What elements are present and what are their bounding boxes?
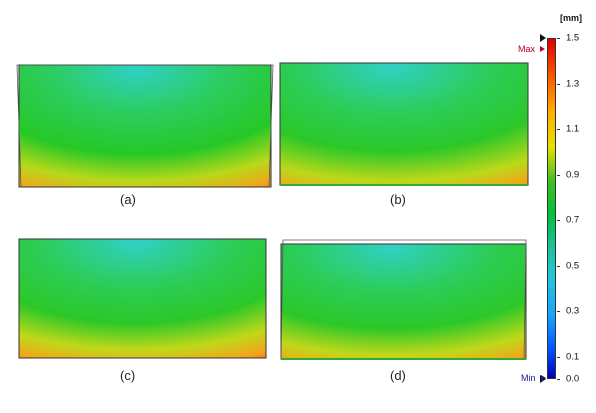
panel-a: [15, 60, 275, 190]
colorbar-tick-mark: [557, 357, 560, 358]
panel-b: [277, 60, 532, 190]
colorbar-tick-label: 1.5: [566, 32, 580, 44]
caption-a: (a): [120, 192, 136, 207]
colorbar: [547, 38, 556, 379]
caption-b: (b): [390, 192, 406, 207]
colorbar-tick-mark: [557, 38, 560, 39]
colorbar-tick-label: 0.5: [566, 260, 580, 272]
colorbar-unit: [mm]: [560, 13, 582, 23]
max-marker-icon: [540, 46, 545, 52]
colorbar-tick-label: 0.9: [566, 169, 580, 181]
deformation-plot-b: [279, 62, 529, 186]
colorbar-tick-label: 0.1: [566, 351, 580, 363]
deformed-shape-c: [18, 238, 267, 359]
colorbar-tick-mark: [557, 83, 560, 85]
deformation-plot-c: [18, 238, 267, 359]
deformation-plot-a: [16, 64, 274, 188]
min-marker-icon: [541, 375, 546, 381]
colorbar-tick-mark: [557, 311, 560, 313]
colorbar-tick-mark: [557, 379, 560, 380]
colorbar-tick-mark: [557, 220, 560, 222]
colorbar-tick-label: 1.1: [566, 123, 580, 135]
caption-d: (d): [390, 368, 406, 383]
deformed-shape-a: [18, 64, 272, 188]
colorbar-tick-label: 0.7: [566, 214, 580, 226]
colorbar-tick-label: 1.3: [566, 78, 580, 90]
colorbar-min-label: Min: [521, 373, 536, 383]
colorbar-tick-mark: [557, 129, 560, 131]
deformed-shape-b: [279, 62, 529, 186]
colorbar-tick-mark: [557, 265, 560, 267]
colorbar-tick-mark: [557, 174, 560, 176]
colorbar-tick-label: 0.3: [566, 305, 580, 317]
deformed-shape-d: [280, 243, 527, 360]
panel-c: [15, 235, 270, 360]
deformation-plot-d: [280, 239, 527, 360]
colorbar-max-pointer-icon: [540, 34, 546, 42]
colorbar-max-label: Max: [518, 44, 536, 54]
colorbar-tick-label: 0.0: [566, 373, 580, 385]
caption-c: (c): [120, 368, 136, 383]
undeformed-outline-a: [16, 64, 274, 188]
panel-d: [278, 237, 533, 362]
undeformed-outline-d: [280, 239, 527, 360]
